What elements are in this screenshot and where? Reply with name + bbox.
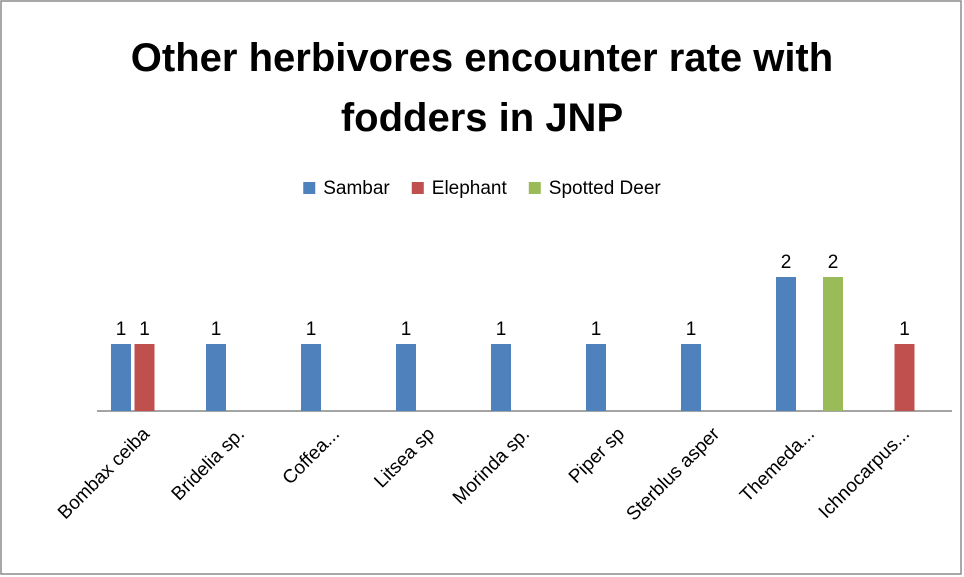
data-label: 2 (781, 252, 792, 273)
bar (301, 344, 321, 411)
chart-title: Other herbivores encounter rate with fod… (130, 36, 834, 140)
data-label: 1 (401, 319, 412, 340)
bar (586, 344, 606, 411)
legend-label: Elephant (432, 178, 508, 199)
data-label: 1 (211, 319, 222, 340)
bar (134, 344, 155, 411)
bar (894, 344, 915, 411)
bar (206, 344, 226, 411)
legend-swatch (303, 182, 316, 194)
data-label: 1 (496, 319, 507, 340)
bar (491, 344, 511, 411)
data-label: 1 (686, 319, 697, 340)
data-label: 1 (139, 319, 150, 340)
legend-label: Spotted Deer (549, 178, 662, 199)
bar (111, 344, 131, 411)
data-label: 1 (899, 319, 910, 340)
bar (823, 277, 843, 411)
bar (396, 344, 416, 411)
bar (776, 277, 796, 411)
bar (681, 344, 701, 411)
legend-swatch (411, 182, 424, 194)
data-label: 2 (828, 252, 839, 273)
legend-swatch (528, 182, 541, 194)
data-label: 1 (591, 319, 602, 340)
data-label: 1 (306, 319, 317, 340)
legend-label: Sambar (323, 178, 390, 199)
data-label: 1 (116, 319, 127, 340)
